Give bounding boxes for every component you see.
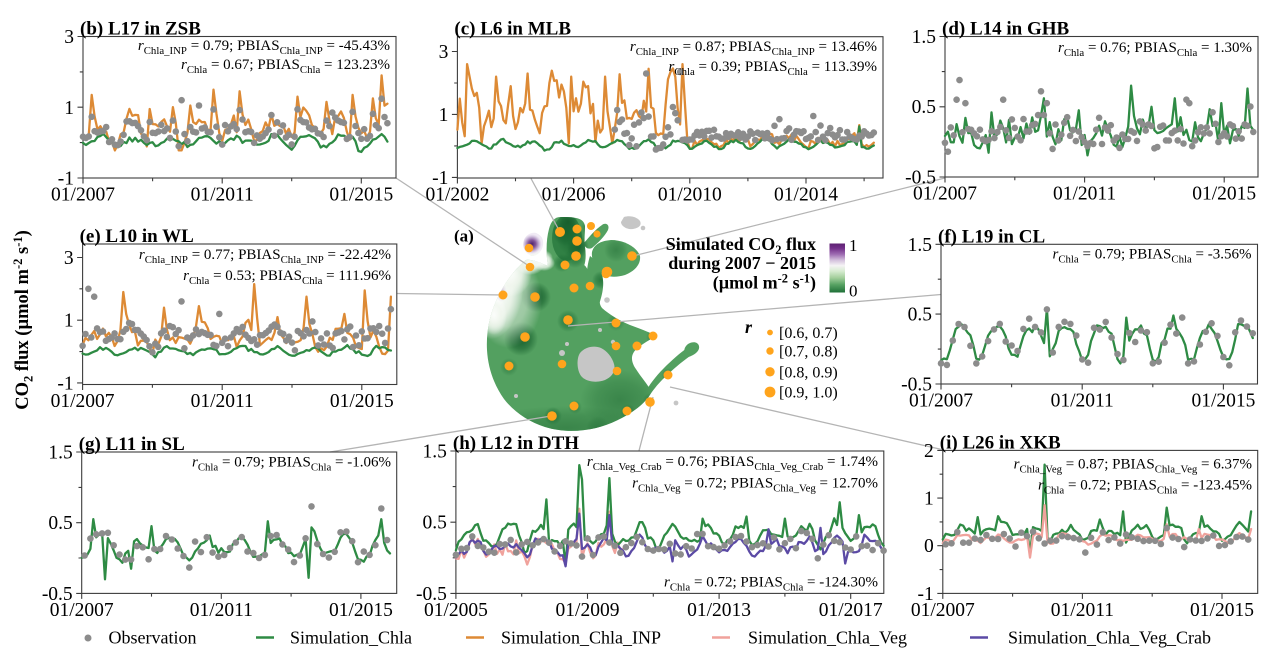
svg-text:1.5: 1.5 (423, 442, 447, 463)
svg-text:Simulation_Chla: Simulation_Chla (290, 628, 412, 648)
svg-text:(h) L12 in DTH: (h) L12 in DTH (453, 433, 579, 454)
svg-text:3: 3 (64, 248, 74, 269)
svg-text:rChla_INP​ = 0.79; PBIASChla_I: rChla_INP​ = 0.79; PBIASChla_INP​ = -45.… (138, 38, 390, 57)
svg-text:0.5: 0.5 (908, 305, 932, 326)
svg-text:Observation: Observation (109, 628, 197, 648)
svg-text:[0.9, 1.0): [0.9, 1.0) (779, 385, 838, 402)
svg-text:01/2011: 01/2011 (191, 391, 254, 412)
svg-text:rChla_Veg​ = 0.87; PBIASChla_V: rChla_Veg​ = 0.87; PBIASChla_Veg​ = 6.37… (1014, 457, 1252, 476)
svg-text:0: 0 (924, 536, 934, 557)
svg-text:01/2010: 01/2010 (658, 185, 722, 206)
svg-text:1: 1 (64, 311, 74, 332)
svg-text:rChla​ = 0.67; PBIASChla​ = 12: rChla​ = 0.67; PBIASChla​ = 123.23% (181, 57, 390, 76)
svg-text:(f) L19 in CL: (f) L19 in CL (938, 226, 1045, 247)
svg-text:01/2013: 01/2013 (687, 600, 751, 621)
svg-text:Simulation_Chla_INP: Simulation_Chla_INP (501, 628, 661, 648)
svg-text:01/2007: 01/2007 (911, 600, 975, 621)
svg-text:01/2002: 01/2002 (425, 185, 489, 206)
svg-text:(i) L26 in XKB: (i) L26 in XKB (940, 432, 1061, 453)
svg-text:rChla_Veg​ = 0.72; PBIASChla_V: rChla_Veg​ = 0.72; PBIASChla_Veg​ = 12.7… (632, 476, 878, 495)
svg-text:-0.5: -0.5 (416, 584, 447, 605)
svg-text:r: r (745, 317, 753, 337)
svg-text:01/2011: 01/2011 (1053, 184, 1116, 205)
svg-text:01/2007: 01/2007 (50, 600, 114, 621)
svg-text:rChla​ = 0.79; PBIASChla​ = -1: rChla​ = 0.79; PBIASChla​ = -1.06% (192, 455, 391, 474)
svg-text:01/2005: 01/2005 (424, 600, 488, 621)
svg-text:rChla​ = 0.76; PBIASChla​ = 1.: rChla​ = 0.76; PBIASChla​ = 1.30% (1058, 40, 1252, 59)
svg-text:[0.6, 0.7): [0.6, 0.7) (779, 325, 838, 342)
svg-text:01/2015: 01/2015 (1191, 391, 1255, 412)
svg-text:3: 3 (439, 42, 449, 63)
svg-text:0.5: 0.5 (48, 513, 72, 534)
svg-text:rChla​ = 0.72; PBIASChla​ = -1: rChla​ = 0.72; PBIASChla​ = -123.45% (1038, 478, 1252, 497)
svg-text:Simulation_Chla_Veg_Crab: Simulation_Chla_Veg_Crab (1008, 628, 1211, 648)
svg-text:-1: -1 (432, 168, 448, 189)
svg-text:2: 2 (924, 441, 934, 462)
svg-text:[0.8, 0.9): [0.8, 0.9) (779, 364, 838, 381)
svg-text:1: 1 (849, 236, 858, 255)
svg-text:1.5: 1.5 (912, 27, 936, 48)
svg-text:0: 0 (849, 282, 858, 301)
svg-text:01/2006: 01/2006 (542, 185, 606, 206)
svg-text:3: 3 (64, 27, 74, 48)
svg-text:01/2007: 01/2007 (913, 184, 977, 205)
svg-text:(d) L14 in GHB: (d) L14 in GHB (942, 19, 1070, 40)
svg-text:rChla_INP​ = 0.77; PBIASChla_I: rChla_INP​ = 0.77; PBIASChla_INP​ = -22.… (139, 247, 391, 266)
svg-text:Simulation_Chla_Veg: Simulation_Chla_Veg (748, 628, 907, 648)
svg-text:during 2007 − 2015: during 2007 − 2015 (668, 253, 816, 273)
svg-text:0.5: 0.5 (423, 513, 447, 534)
svg-text:rChla​ = 0.53; PBIASChla​ = 11: rChla​ = 0.53; PBIASChla​ = 111.96% (183, 268, 391, 287)
svg-text:rChla​ = 0.39; PBIASChla​ = 11: rChla​ = 0.39; PBIASChla​ = 113.39% (669, 59, 877, 78)
svg-text:-0.5: -0.5 (901, 375, 932, 396)
svg-text:[0.7, 0.8): [0.7, 0.8) (779, 344, 838, 361)
svg-text:(a): (a) (454, 227, 474, 246)
svg-text:01/2007: 01/2007 (909, 391, 973, 412)
svg-text:(c) L6 in MLB: (c) L6 in MLB (454, 19, 571, 40)
svg-text:01/2007: 01/2007 (51, 185, 115, 206)
svg-text:1.5: 1.5 (48, 443, 72, 464)
svg-text:-0.5: -0.5 (905, 168, 936, 189)
svg-text:-0.5: -0.5 (42, 584, 73, 605)
svg-text:rChla_Veg_Crab​ = 0.76; PBIASC: rChla_Veg_Crab​ = 0.76; PBIASChla_Veg_Cr… (587, 454, 878, 473)
svg-text:-1: -1 (57, 373, 73, 394)
svg-text:01/2015: 01/2015 (329, 185, 393, 206)
svg-text:rChla​ = 0.79; PBIASChla​ = -3: rChla​ = 0.79; PBIASChla​ = -3.56% (1052, 247, 1251, 266)
svg-text:1: 1 (924, 489, 934, 510)
svg-text:01/2015: 01/2015 (329, 600, 393, 621)
svg-text:0.5: 0.5 (912, 97, 936, 118)
svg-text:01/2014: 01/2014 (774, 185, 838, 206)
svg-text:rChla​ = 0.72; PBIASChla​ = -1: rChla​ = 0.72; PBIASChla​ = -124.30% (664, 575, 878, 594)
svg-text:-1: -1 (918, 584, 934, 605)
svg-text:01/2011: 01/2011 (1051, 391, 1114, 412)
svg-text:01/2011: 01/2011 (190, 600, 253, 621)
svg-text:01/2015: 01/2015 (1190, 600, 1254, 621)
svg-text:(g) L11 in SL: (g) L11 in SL (79, 434, 185, 455)
svg-text:01/2007: 01/2007 (51, 391, 115, 412)
svg-text:1: 1 (64, 98, 74, 119)
svg-text:(b) L17 in ZSB: (b) L17 in ZSB (80, 19, 201, 40)
svg-text:01/2011: 01/2011 (1051, 600, 1114, 621)
svg-text:1.5: 1.5 (908, 235, 932, 256)
svg-text:CO2 flux (µmol m-2 s-1): CO2 flux (µmol m-2 s-1) (11, 230, 36, 410)
svg-text:01/2011: 01/2011 (191, 185, 254, 206)
svg-text:1: 1 (439, 105, 449, 126)
svg-text:(µmol m-2 s-1): (µmol m-2 s-1) (713, 272, 816, 294)
svg-text:01/2017: 01/2017 (819, 600, 883, 621)
svg-text:01/2015: 01/2015 (330, 391, 394, 412)
svg-text:-1: -1 (58, 169, 74, 190)
svg-text:(e) L10 in WL: (e) L10 in WL (80, 226, 194, 247)
svg-text:01/2009: 01/2009 (556, 600, 620, 621)
svg-text:01/2015: 01/2015 (1192, 184, 1256, 205)
svg-text:rChla_INP​ = 0.87; PBIASChla_I: rChla_INP​ = 0.87; PBIASChla_INP​ = 13.4… (630, 39, 877, 58)
